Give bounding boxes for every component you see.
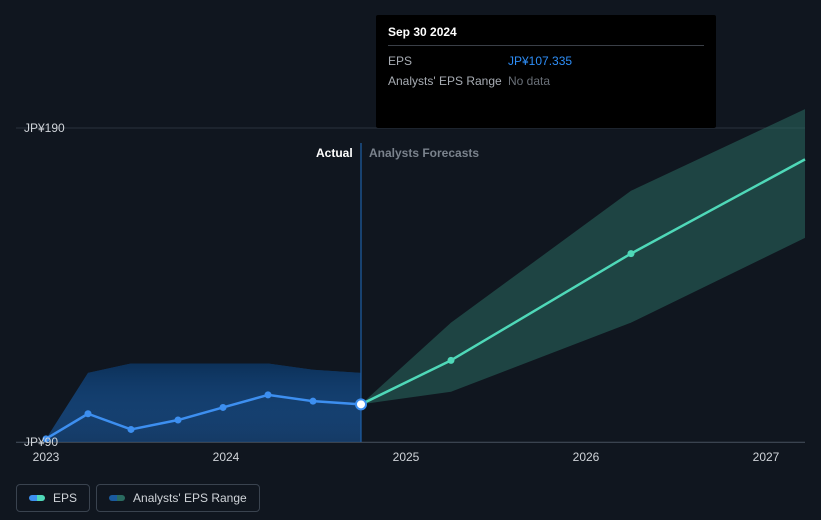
legend-item-eps-range[interactable]: Analysts' EPS Range [96,484,260,512]
x-axis-label: 2026 [573,450,600,464]
chart-legend: EPS Analysts' EPS Range [16,484,260,512]
legend-label: Analysts' EPS Range [133,491,247,505]
tooltip-date: Sep 30 2024 [388,25,704,46]
legend-item-eps[interactable]: EPS [16,484,90,512]
y-axis-label: JP¥90 [24,435,58,449]
tooltip-row: Analysts' EPS RangeNo data [388,72,704,92]
section-label-actual: Actual [316,146,353,160]
tooltip-key: Analysts' EPS Range [388,74,508,88]
tooltip-value: JP¥107.335 [508,54,572,68]
section-label-forecast: Analysts Forecasts [369,146,479,160]
tooltip-row: EPSJP¥107.335 [388,52,704,72]
tooltip-key: EPS [388,54,508,68]
eps-chart: JP¥90JP¥190 20232024202520262027 Actual … [16,0,805,470]
y-axis-label: JP¥190 [24,121,65,135]
legend-label: EPS [53,491,77,505]
x-axis-label: 2027 [753,450,780,464]
x-axis-label: 2025 [393,450,420,464]
legend-swatch-icon [29,495,45,501]
x-axis-label: 2023 [33,450,60,464]
x-axis-label: 2024 [213,450,240,464]
legend-swatch-icon [109,495,125,501]
tooltip-value: No data [508,74,550,88]
chart-tooltip: Sep 30 2024 EPSJP¥107.335Analysts' EPS R… [376,15,716,128]
